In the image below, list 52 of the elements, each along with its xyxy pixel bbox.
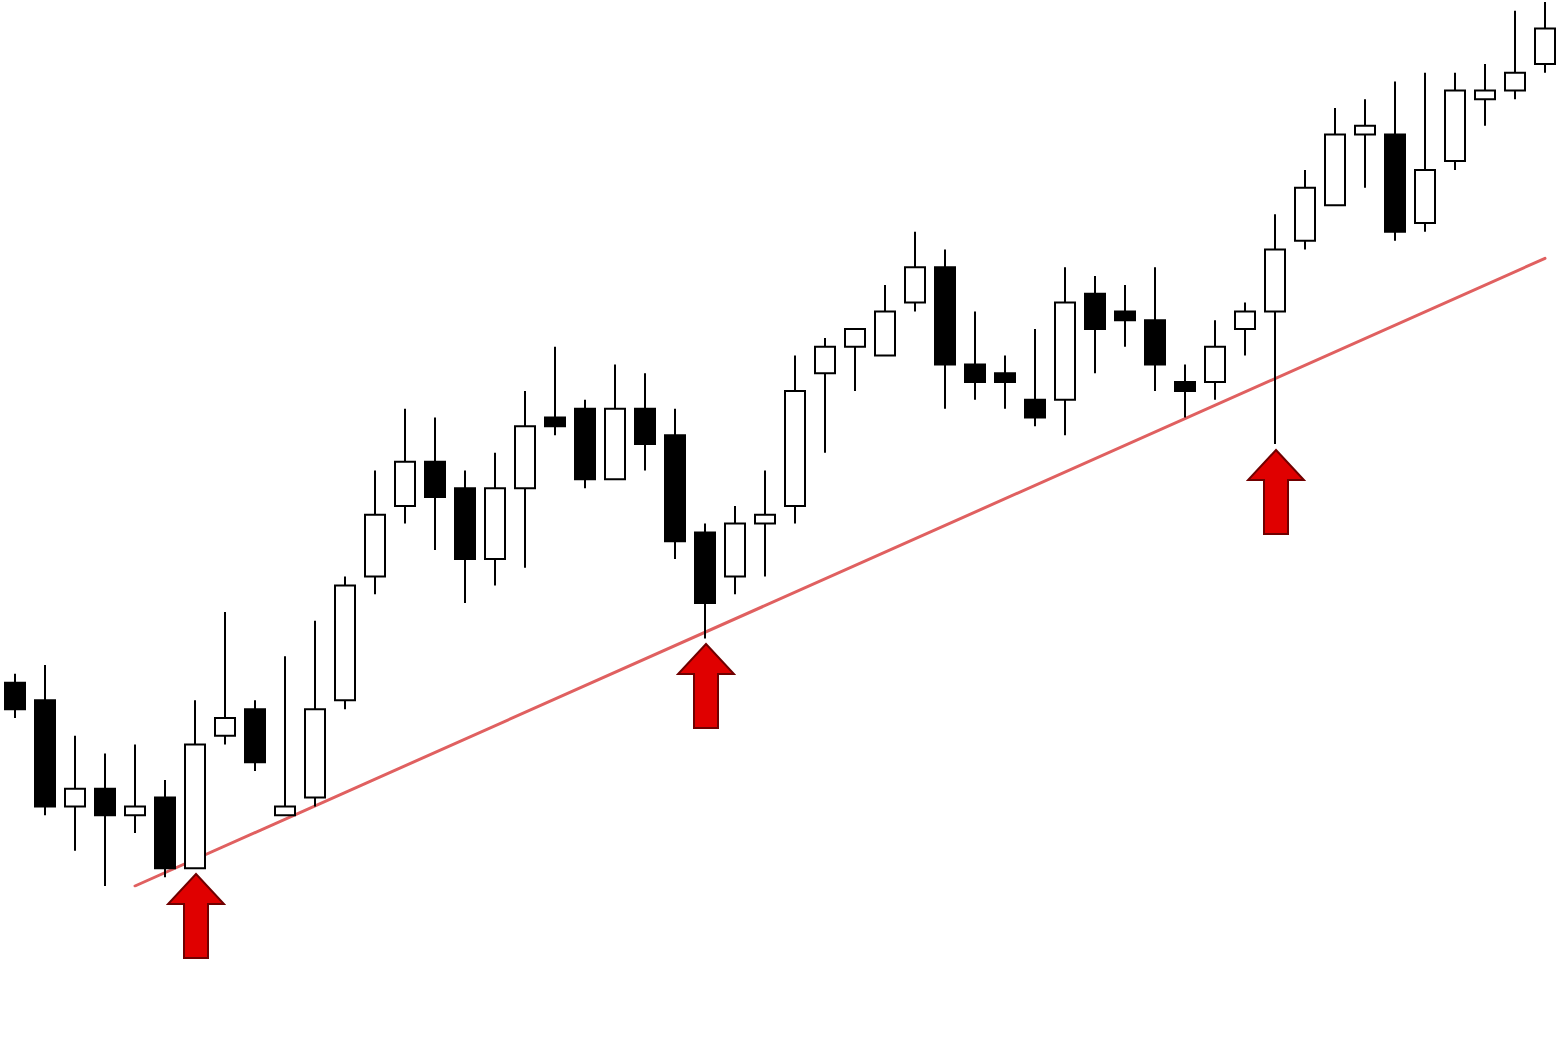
candlestick	[154, 778, 176, 879]
candlestick	[724, 504, 746, 596]
candlestick	[274, 655, 296, 817]
candlestick	[1144, 266, 1166, 392]
candlestick	[454, 469, 476, 605]
candlestick	[1234, 301, 1256, 357]
candlestick	[874, 283, 896, 357]
candlestick	[1354, 98, 1376, 189]
candlestick	[1384, 80, 1406, 242]
candlestick	[304, 619, 326, 808]
candlestick	[484, 451, 506, 587]
candlestick	[1114, 283, 1136, 348]
candlestick	[424, 416, 446, 552]
candlestick	[1054, 266, 1076, 437]
candlestick	[4, 672, 26, 720]
candlestick	[1504, 9, 1526, 101]
candlestick	[394, 407, 416, 525]
candlestick	[334, 575, 356, 711]
candlestick	[754, 469, 776, 578]
candlestick	[1204, 319, 1226, 401]
candlestick	[184, 699, 206, 870]
candlestick	[994, 354, 1016, 410]
candlestick	[664, 407, 686, 560]
candlestick	[1084, 275, 1106, 375]
candlestick	[844, 328, 866, 392]
candlestick	[574, 398, 596, 490]
candlestick	[904, 230, 926, 313]
candlestick	[1294, 168, 1316, 251]
candlestick	[544, 345, 566, 437]
candlestick	[124, 743, 146, 834]
candlestick	[214, 610, 236, 746]
candlestick	[1024, 328, 1046, 428]
candlestick	[34, 664, 56, 817]
candlestick	[1474, 62, 1496, 127]
candlestick	[64, 734, 86, 852]
candlestick	[814, 336, 836, 454]
candlestick	[514, 389, 536, 569]
candlestick	[784, 354, 806, 525]
candlestick	[1174, 363, 1196, 419]
candlestick	[934, 248, 956, 410]
candlestick	[694, 522, 716, 640]
candlestick	[1324, 107, 1346, 207]
candlestick	[604, 363, 626, 481]
candlestick	[244, 699, 266, 773]
candlestick	[1534, 1, 1556, 74]
candlestick	[634, 372, 656, 472]
candlestick	[364, 469, 386, 596]
candlestick	[1264, 213, 1286, 445]
candlestick	[1414, 71, 1436, 233]
candlestick	[94, 752, 116, 887]
candlestick	[964, 310, 986, 401]
candlestick	[1444, 71, 1466, 171]
